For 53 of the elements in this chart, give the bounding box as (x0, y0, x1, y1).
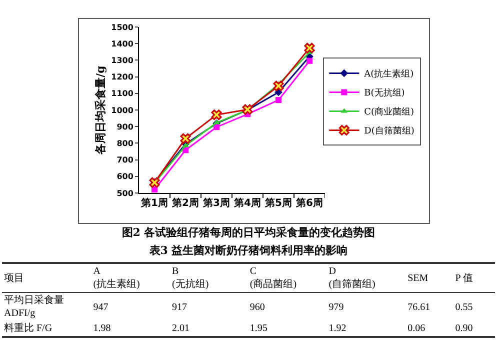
y-tick-label: 900 (116, 122, 134, 132)
y-tick-label: 1200 (111, 72, 134, 82)
legend-label: D(自筛菌组) (364, 126, 414, 137)
point (273, 80, 284, 92)
legend-label: C(商业菌组) (364, 106, 414, 118)
text: 项目 (2, 263, 92, 292)
text: 2.01 (170, 321, 248, 337)
text: 979 (328, 300, 345, 314)
y-tick-label: 1500 (111, 22, 134, 32)
y-axis-title: 各周日均采食量/g (94, 65, 107, 156)
x-tick-label: 第4周 (233, 197, 261, 209)
text: 0.06 (406, 321, 454, 337)
x-tick-label: 第6周 (295, 197, 323, 209)
text: 0.90 (453, 321, 495, 337)
legend-label: A(抗生素组) (363, 68, 414, 80)
x-tick-label: 第3周 (202, 197, 230, 209)
caption: 图2 各试验组仔猪每周的日平均采食量的变化趋势图 (120, 225, 376, 240)
y-tick-label: 700 (116, 156, 134, 165)
text: 0.55 (454, 300, 474, 314)
text: A (抗生素组) (91, 263, 170, 292)
point (180, 133, 191, 144)
point (304, 42, 315, 54)
y-tick-label: 600 (116, 172, 134, 182)
point (211, 110, 222, 120)
x-tick-label: 第2周 (171, 197, 199, 209)
text: D (自筛菌组) (326, 263, 406, 292)
y-tick-label: 1400 (111, 39, 134, 48)
point (213, 120, 220, 124)
y-tick-label: 1100 (111, 89, 134, 98)
text: 76.61 (406, 300, 432, 314)
x-tick-label: 第5周 (264, 197, 292, 209)
text: 947 (92, 300, 110, 314)
text: 料重比 F/G (2, 321, 92, 337)
text: 平均日采食量 ADFI/g (3, 294, 65, 321)
text: B (无抗组) (170, 263, 248, 292)
y-tick-label: 1300 (111, 56, 134, 65)
y-tick-label: 500 (116, 188, 134, 198)
text: 1.98 (91, 321, 170, 337)
text: 917 (171, 300, 188, 314)
y-tick-label: 800 (116, 139, 134, 148)
y-tick-label: 1000 (111, 106, 134, 115)
text: 960 (248, 300, 266, 314)
legend-label: B(无抗组) (364, 88, 405, 99)
text: 表3 益生菌对断奶仔猪饲料利用率的影响 (148, 243, 349, 258)
point (182, 142, 189, 148)
text: P 值 (453, 263, 495, 292)
text: SEM (406, 263, 454, 292)
text: C (商品菌组) (248, 263, 327, 292)
point (306, 58, 312, 64)
text: 1.92 (326, 321, 406, 337)
text: 1.95 (248, 321, 327, 337)
x-tick-label: 第1周 (140, 197, 168, 209)
point (276, 97, 282, 104)
